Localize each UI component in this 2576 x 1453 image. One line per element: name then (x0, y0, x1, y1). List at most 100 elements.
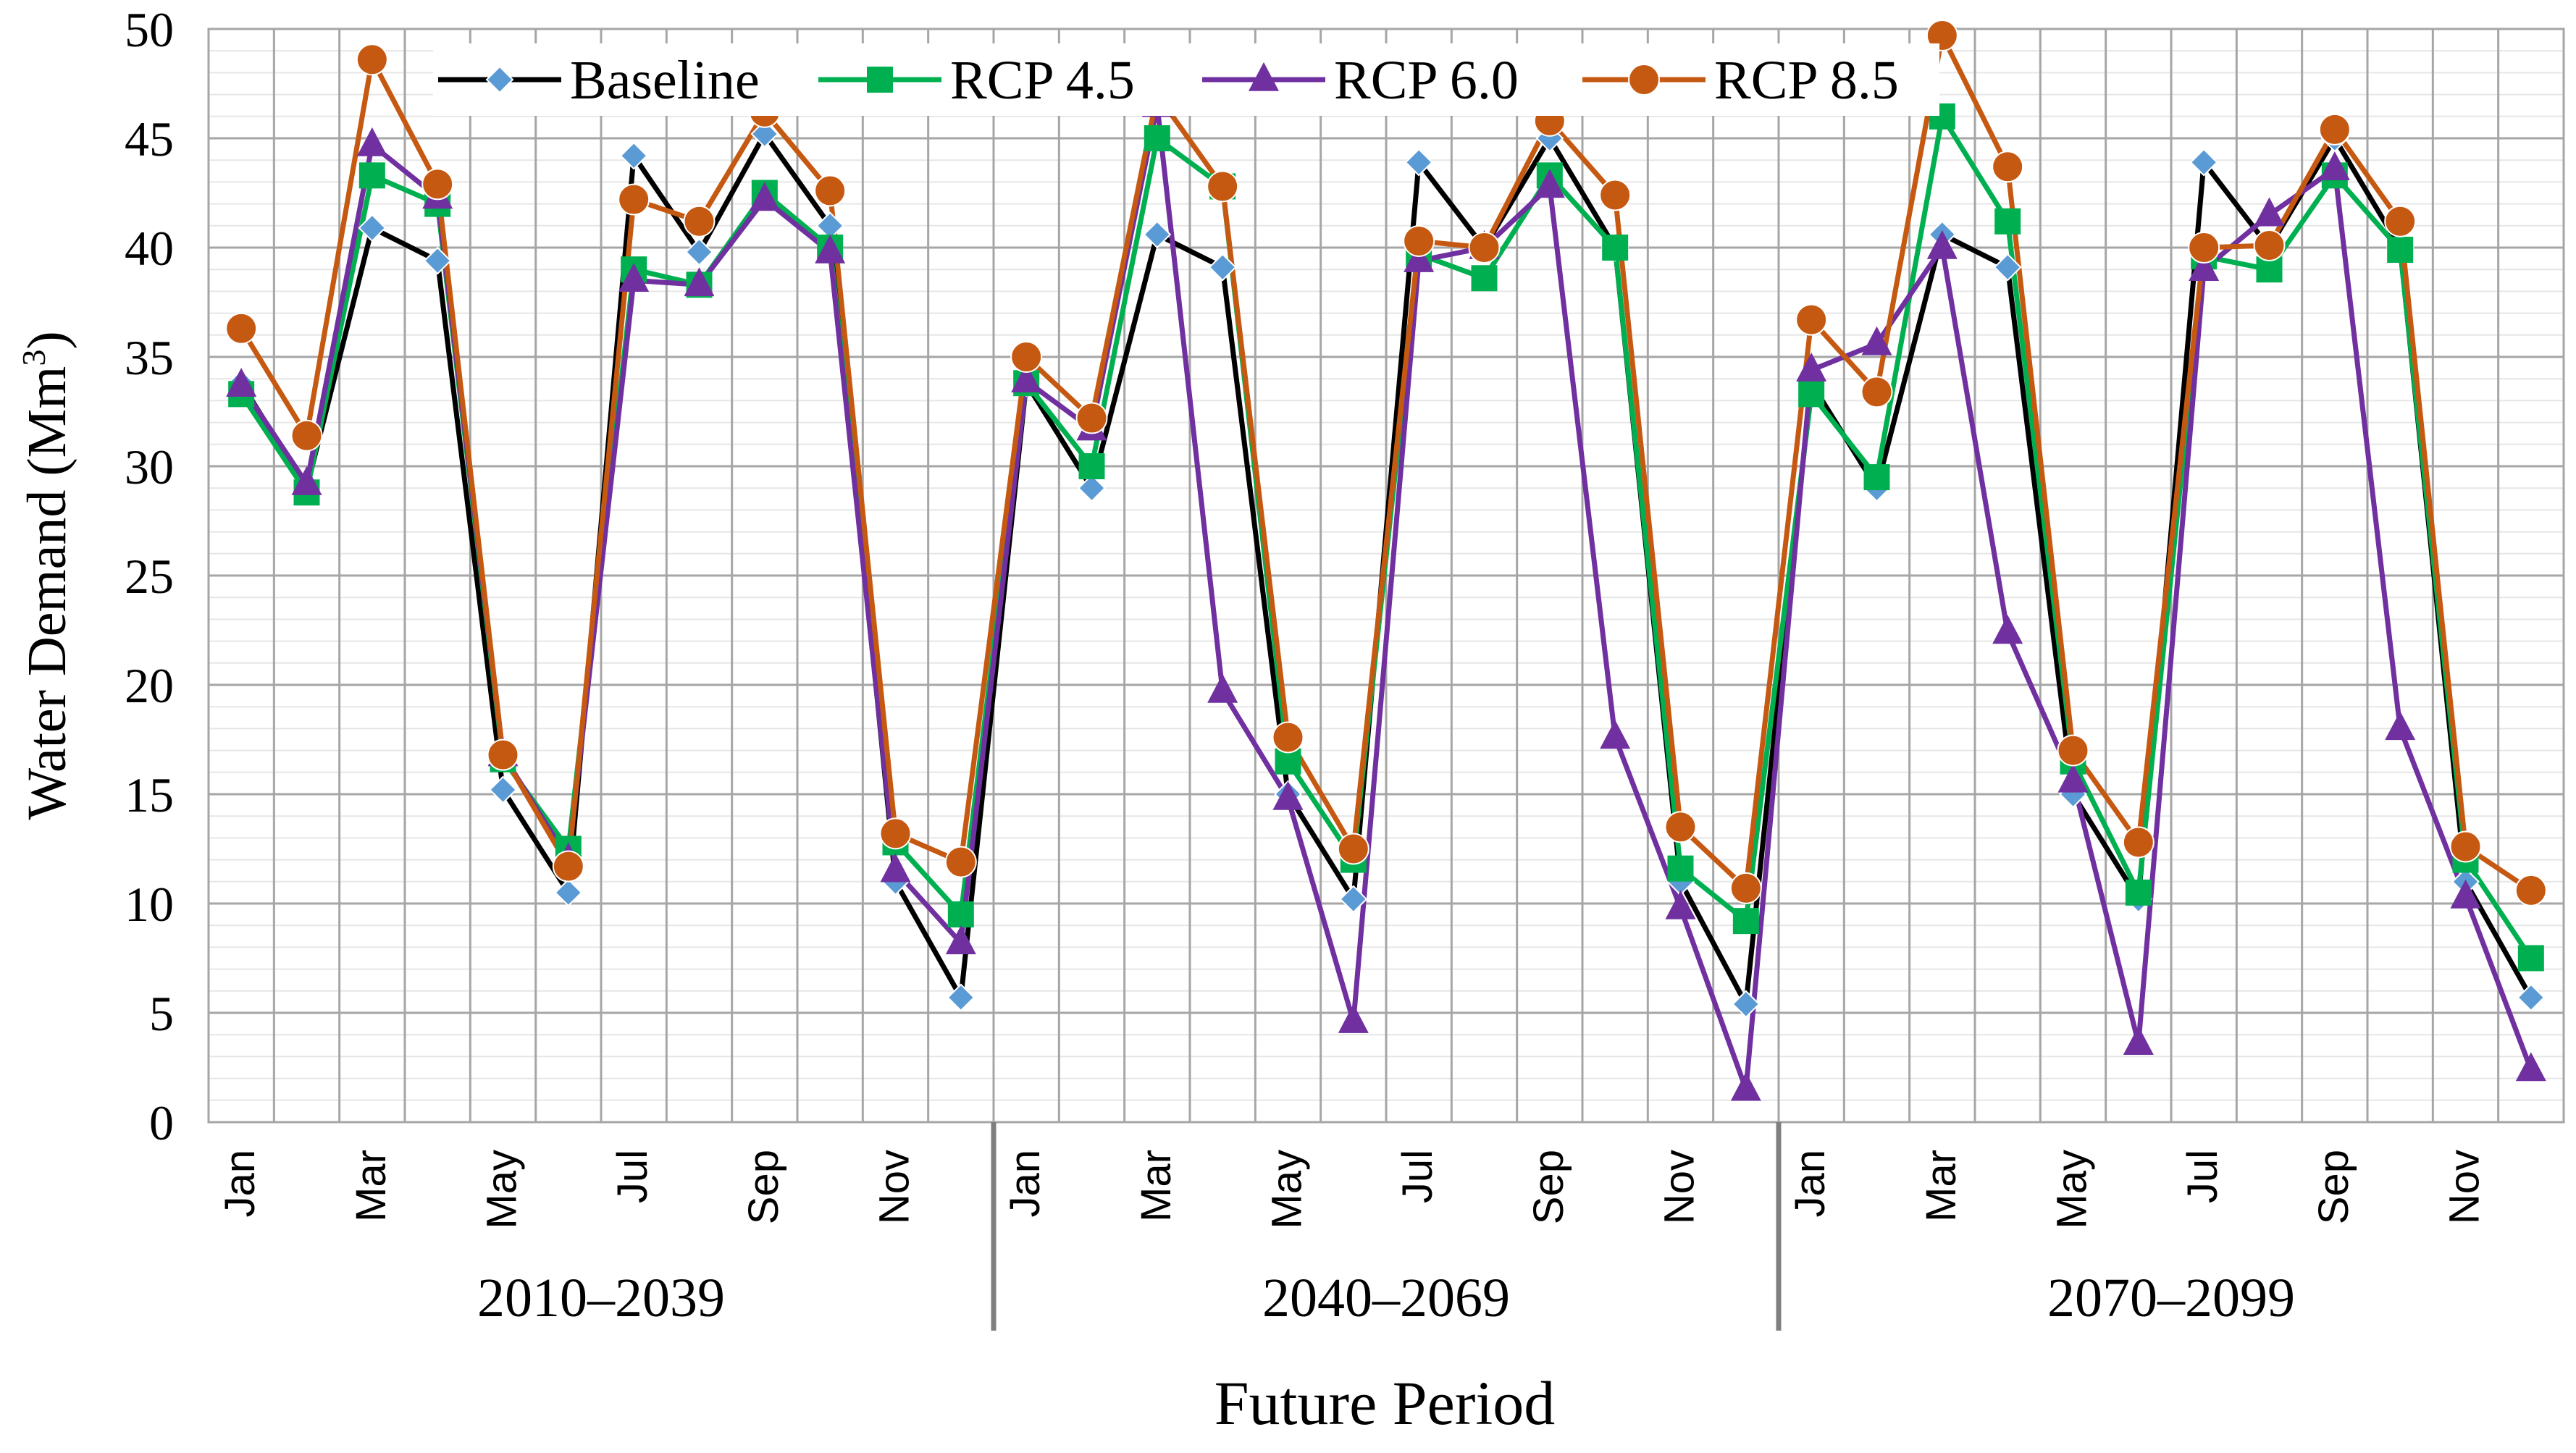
rcp60-marker (356, 127, 387, 156)
y-tick-label: 25 (125, 549, 174, 604)
rcp60-marker (2123, 1026, 2154, 1056)
x-month-label: Jan (1002, 1150, 1049, 1218)
rcp60-marker (1861, 326, 1892, 355)
rcp45-marker (1078, 453, 1105, 479)
baseline-marker (1208, 253, 1237, 282)
rcp60-marker (1338, 1003, 1369, 1033)
x-month-label: May (479, 1150, 526, 1229)
rcp60-marker (945, 925, 976, 955)
baseline-marker (1993, 253, 2022, 282)
x-period-label: 2070–2099 (2047, 1268, 2295, 1328)
x-month-label: Sep (2310, 1150, 2357, 1224)
rcp60-marker (1249, 62, 1279, 91)
legend-label: RCP 4.5 (950, 50, 1135, 111)
rcp85-marker (1403, 224, 1435, 257)
rcp85-marker (1628, 64, 1660, 96)
markers-rcp-6-0 (226, 88, 2546, 1101)
legend-label: RCP 8.5 (1714, 50, 1899, 111)
rcp85-marker (618, 183, 650, 216)
y-tick-label: 0 (149, 1095, 174, 1150)
rcp60-marker (2450, 879, 2481, 909)
rcp85-marker (1010, 341, 1043, 373)
rcp45-marker (2125, 879, 2152, 906)
rcp45-marker (1732, 908, 1759, 935)
y-axis-label-close: ) (17, 331, 77, 349)
rcp85-marker (2188, 232, 2220, 264)
rcp85-marker (814, 174, 847, 207)
rcp60-marker (291, 466, 322, 495)
y-tick-label: 5 (149, 986, 174, 1041)
y-tick-label: 30 (125, 439, 174, 494)
rcp45-marker (1602, 235, 1629, 261)
y-tick-label: 10 (125, 877, 174, 932)
x-axis-label: Future Period (1214, 1368, 1556, 1438)
period-dividers (991, 1122, 1782, 1331)
rcp45-marker (1798, 381, 1825, 408)
rcp85-marker (552, 850, 584, 883)
x-month-label: Nov (2441, 1150, 2488, 1224)
y-tick-label: 50 (125, 2, 174, 57)
baseline-marker (1078, 473, 1106, 502)
rcp45-marker (867, 67, 893, 93)
rcp85-marker (290, 419, 323, 452)
rcp60-marker (2319, 151, 2350, 181)
baseline-marker (1732, 990, 1761, 1019)
rcp45-marker (947, 901, 974, 928)
y-axis-label-text: Water Demand (Mm (17, 366, 77, 820)
rcp85-marker (225, 312, 258, 345)
baseline-marker (358, 214, 387, 243)
series-line-rcp-8-5 (239, 33, 2533, 893)
rcp60-marker (1665, 890, 1696, 919)
rcp85-marker (1664, 811, 1697, 843)
x-month-label: Sep (740, 1150, 787, 1224)
rcp60-marker (880, 853, 911, 883)
x-month-label: Jan (1787, 1150, 1834, 1218)
x-month-label: Nov (871, 1150, 918, 1224)
rcp60-marker (2189, 252, 2220, 281)
rcp45-marker (1144, 125, 1170, 151)
baseline-marker (489, 775, 517, 804)
rcp85-marker (1468, 232, 1501, 264)
baseline-marker (750, 119, 779, 148)
rcp85-marker (1075, 402, 1108, 434)
rcp85-marker (2253, 229, 2286, 261)
x-month-label: Mar (348, 1150, 395, 1222)
rcp85-marker (944, 846, 977, 878)
rcp85-marker (879, 817, 912, 850)
major-gridlines (207, 28, 2565, 1124)
x-month-label: May (2049, 1150, 2096, 1229)
baseline-marker (485, 65, 514, 94)
rcp60-marker (1404, 243, 1435, 272)
x-month-label: Jul (2179, 1150, 2226, 1203)
rcp85-marker (2122, 826, 2155, 859)
rcp85-marker (2449, 830, 2482, 863)
x-axis-month-labels: Jan Mar May Jul Sep Nov Jan Mar May Jul Sep Nov Jan M… (217, 1150, 2488, 1229)
rcp60-marker (2385, 711, 2416, 741)
rcp60-marker (1600, 720, 1631, 749)
rcp45-marker (2387, 237, 2414, 264)
rcp60-marker (1992, 615, 2023, 644)
y-tick-label: 15 (125, 767, 174, 822)
rcp60-marker (2057, 763, 2089, 793)
x-month-label: Jul (1394, 1150, 1441, 1203)
rcp60-marker (684, 267, 715, 297)
x-month-label: Jul (609, 1150, 656, 1203)
baseline-marker (2517, 983, 2546, 1012)
x-month-label: Sep (1525, 1150, 1572, 1224)
y-axis-tick-labels: 0 5 10 15 20 25 30 35 40 45 50 (125, 2, 174, 1150)
y-tick-label: 20 (125, 658, 174, 713)
rcp60-marker (2254, 197, 2285, 227)
y-tick-label: 40 (125, 221, 174, 276)
rcp45-marker (1667, 855, 1694, 882)
rcp85-marker (1337, 833, 1369, 865)
rcp85-marker (487, 738, 519, 771)
baseline-marker (423, 246, 452, 275)
rcp85-marker (2318, 113, 2351, 146)
y-axis-label: Water Demand (Mm3) (15, 331, 77, 820)
rcp85-marker (1992, 151, 2024, 183)
rcp85-marker (1729, 872, 1762, 904)
series-markers (225, 20, 2547, 1101)
rcp45-marker (1471, 265, 1498, 292)
